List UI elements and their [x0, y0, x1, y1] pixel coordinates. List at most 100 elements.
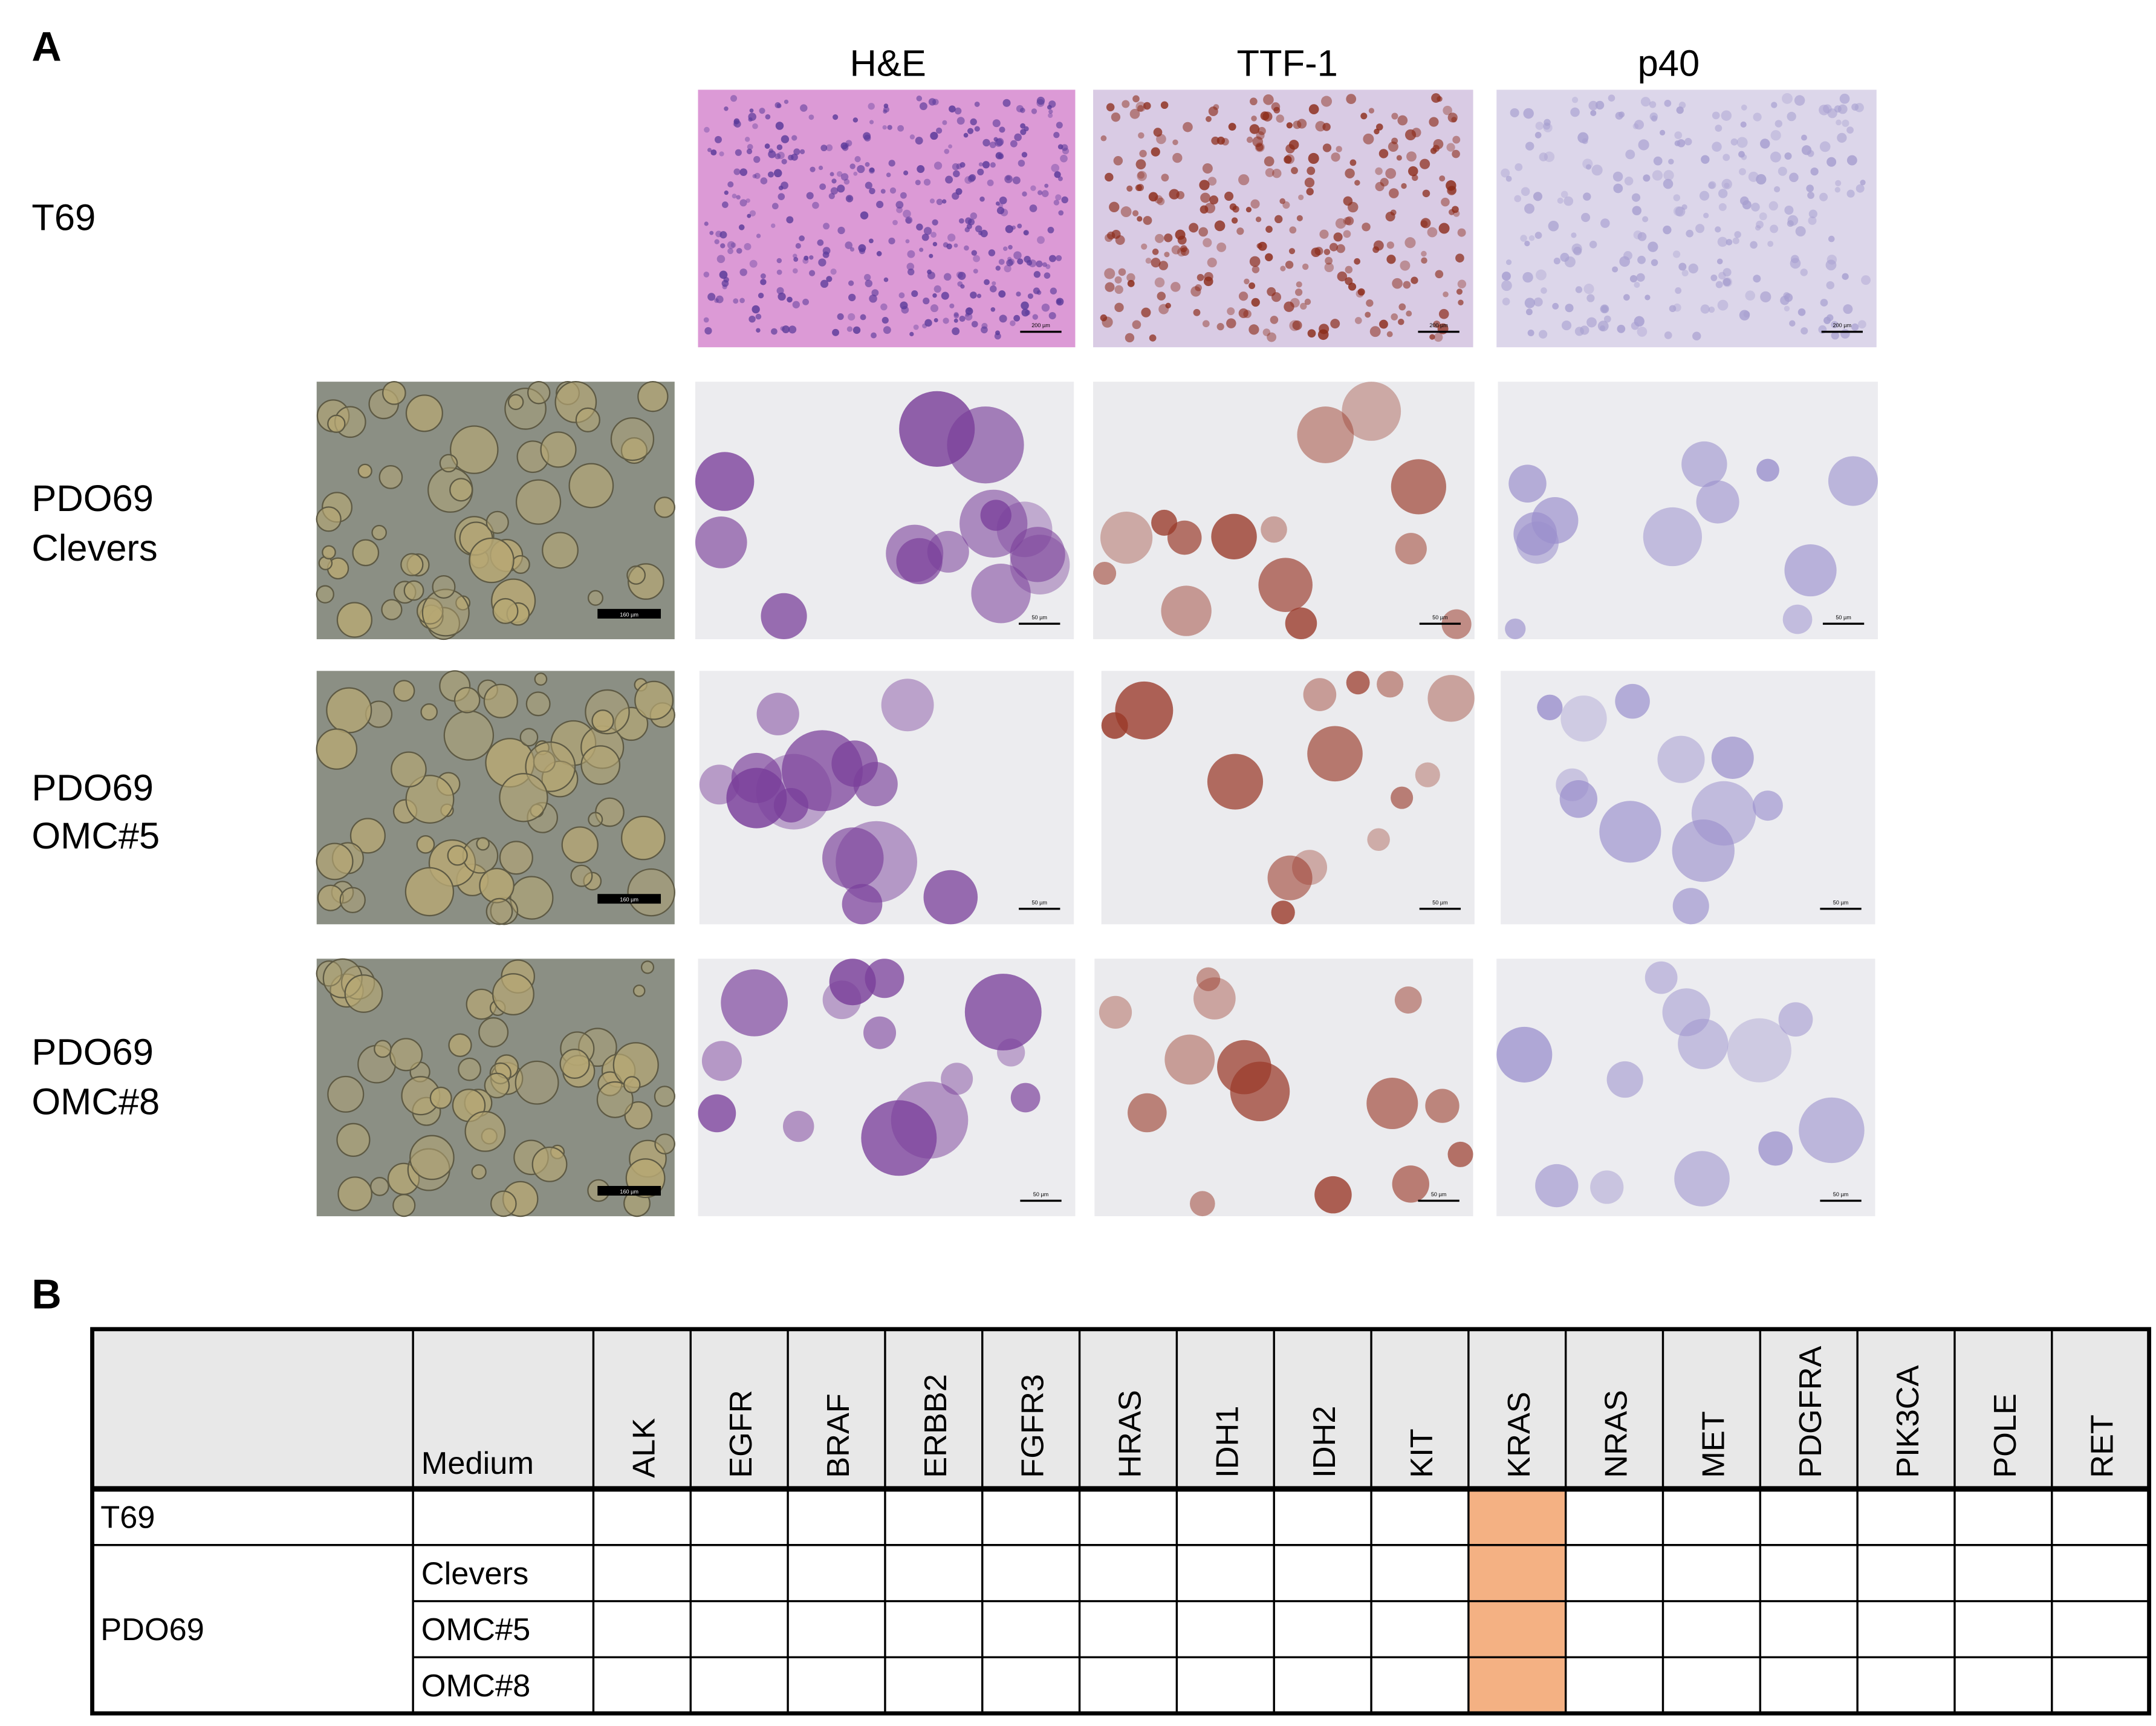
cell [974, 101, 980, 107]
cell [1010, 320, 1016, 327]
cell [747, 213, 752, 218]
cell [1139, 149, 1147, 158]
cell [1541, 287, 1547, 294]
cell [1642, 216, 1649, 223]
cell [1721, 110, 1732, 121]
cell [392, 1194, 416, 1217]
cell [1536, 269, 1547, 281]
cell [1113, 156, 1123, 166]
cell [316, 506, 342, 532]
cell [703, 272, 710, 278]
cell [837, 313, 844, 321]
cell [1026, 259, 1033, 266]
cell [1197, 273, 1204, 281]
cell [1271, 900, 1295, 925]
cell [1427, 227, 1438, 238]
cell [831, 740, 878, 787]
cell [1634, 282, 1640, 288]
scale-bar-label: 50 µm [1833, 1191, 1848, 1197]
cell [1723, 268, 1732, 277]
cell [865, 181, 872, 189]
cell [989, 285, 997, 293]
cell [818, 165, 823, 171]
cell [958, 218, 964, 224]
cell [1203, 238, 1212, 247]
cell [776, 258, 782, 264]
cell [1317, 329, 1329, 340]
cell [1216, 323, 1224, 331]
cell [1591, 164, 1603, 176]
cell [391, 751, 427, 788]
cell [1801, 145, 1812, 155]
cell [1308, 152, 1319, 164]
gene-header: FGFR3 [1016, 1374, 1051, 1478]
cell [978, 162, 983, 167]
cell [1708, 181, 1716, 189]
cell [833, 114, 839, 120]
cell [714, 135, 722, 143]
cell [1411, 128, 1421, 138]
cell [1375, 123, 1383, 131]
scale-bar-label: 200 µm [1429, 322, 1448, 328]
cell [975, 225, 982, 233]
cell [421, 588, 470, 637]
cell [1100, 512, 1153, 564]
cell [1834, 105, 1842, 113]
cell [1447, 1141, 1473, 1167]
cell [1544, 119, 1551, 126]
cell [1019, 108, 1025, 113]
cell [1560, 695, 1607, 742]
cell [727, 241, 735, 249]
cell [1114, 302, 1124, 313]
scale-bar [1820, 908, 1862, 910]
cell [588, 812, 603, 827]
cell [935, 127, 943, 134]
cell [1323, 249, 1331, 255]
cell [778, 193, 785, 200]
cell [378, 465, 403, 489]
cell [903, 209, 911, 218]
cell [1302, 263, 1309, 270]
cell [1172, 139, 1178, 146]
cell [852, 117, 859, 123]
cell [1730, 138, 1738, 146]
cell [1036, 260, 1043, 268]
cell [1716, 258, 1723, 265]
cell [1324, 262, 1334, 273]
cell [1422, 189, 1430, 198]
cell [707, 148, 712, 152]
cell [1660, 129, 1666, 136]
cell [1599, 325, 1606, 331]
cell [1151, 147, 1160, 157]
cell [929, 253, 934, 258]
cell [1391, 459, 1446, 515]
cell [1398, 319, 1404, 325]
cell [1126, 273, 1135, 282]
cell [746, 148, 753, 155]
cell [1831, 331, 1839, 340]
cell [1262, 111, 1273, 122]
cell [934, 161, 943, 170]
cell [1608, 94, 1615, 102]
cell [1048, 112, 1053, 119]
cell [1003, 246, 1008, 251]
cell [1429, 334, 1435, 340]
cell [1556, 768, 1589, 801]
cell [1533, 192, 1542, 201]
cell [510, 876, 554, 920]
cell [1226, 318, 1236, 328]
cell [404, 867, 455, 917]
cell [1238, 174, 1250, 186]
cell [822, 251, 830, 258]
cell [776, 144, 783, 151]
cell [499, 773, 548, 822]
cell [1771, 102, 1778, 108]
cell [1502, 298, 1510, 305]
cell [1501, 168, 1510, 178]
cell [1615, 683, 1650, 719]
cell [928, 98, 937, 106]
cell [1248, 282, 1256, 289]
cell [654, 1133, 675, 1154]
cell [1267, 332, 1277, 342]
cell [869, 187, 875, 195]
